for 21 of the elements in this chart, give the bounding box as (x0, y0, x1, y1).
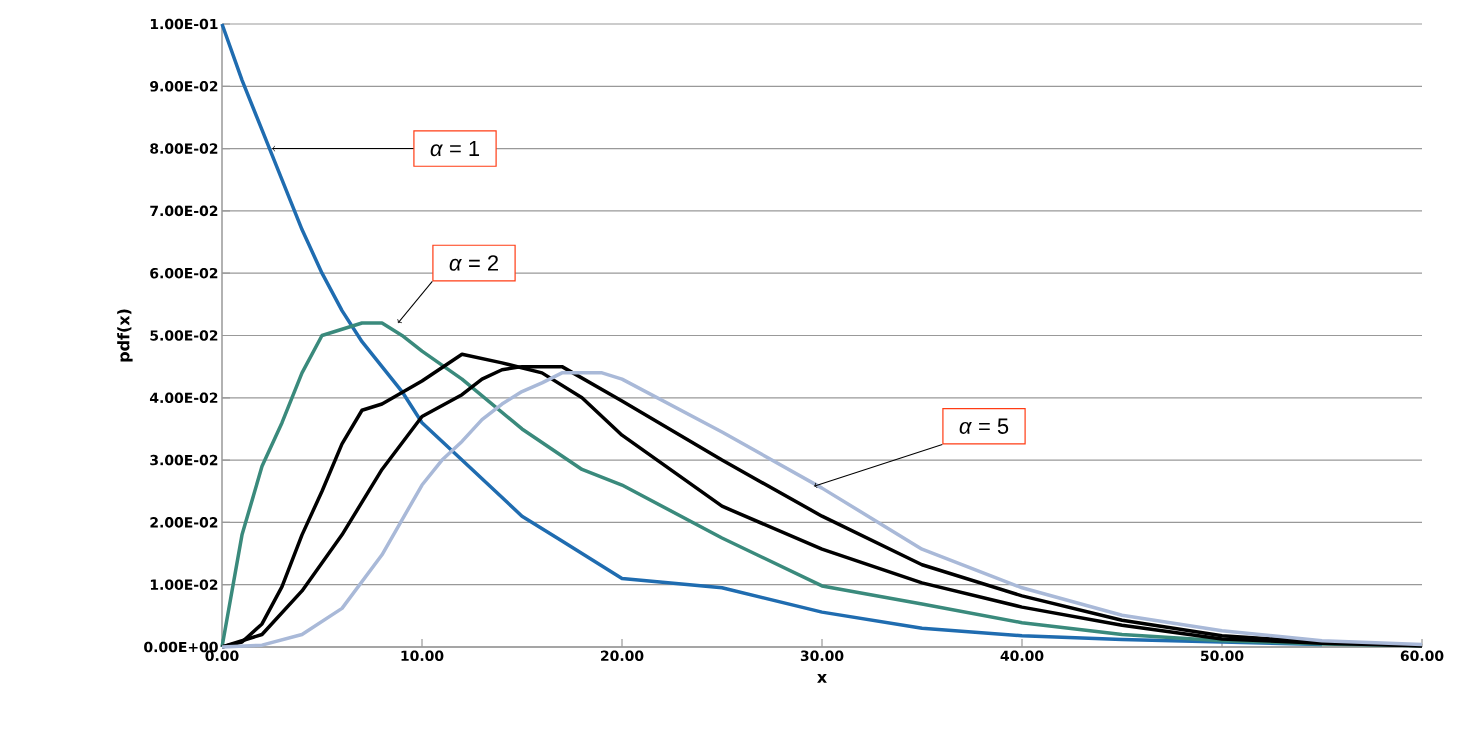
y-tick-label: 6.00E-02 (150, 267, 218, 279)
x-tick-label: 60.00 (1400, 650, 1444, 662)
y-tick-label: 8.00E-02 (150, 143, 218, 154)
y-tick-label: 5.00E-02 (150, 330, 218, 341)
x-tick-label: 10.00 (401, 650, 444, 662)
y-tick-label: 3.00E-02 (150, 454, 218, 466)
x-axis-title: x (817, 673, 827, 683)
y-tick-label: 4.00E-02 (149, 392, 218, 404)
x-tick-label: 40.00 (1000, 650, 1044, 662)
y-tick-label: 1.00E-01 (150, 18, 218, 30)
y-axis-title: pdf(x) (117, 309, 133, 362)
x-tick-label: 20.00 (601, 650, 644, 662)
y-tick-label: 7.00E-02 (150, 205, 218, 217)
x-tick-label: 50.00 (1201, 650, 1244, 662)
annotation: α = 5 (959, 418, 1009, 434)
annotation: α = 2 (449, 255, 498, 271)
annotation: α = 1 (430, 140, 480, 157)
y-tick-label: 1.00E-02 (150, 579, 218, 590)
y-tick-label: 2.00E-02 (150, 517, 218, 528)
x-tick-label: 30.00 (800, 650, 844, 662)
y-tick-label: 9.00E-02 (150, 81, 218, 92)
